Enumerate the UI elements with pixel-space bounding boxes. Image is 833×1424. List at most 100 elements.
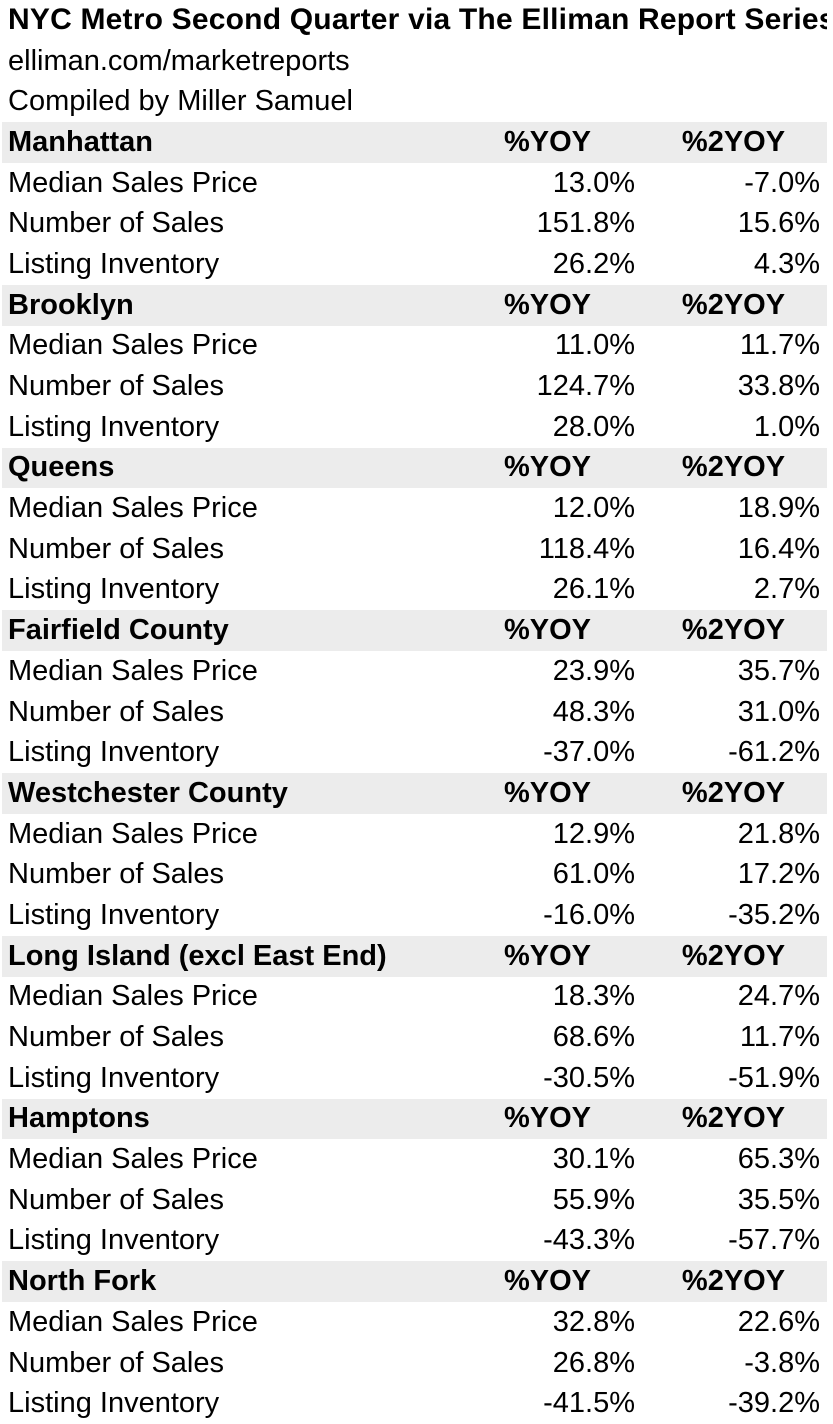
metric-label: Number of Sales bbox=[8, 695, 224, 728]
yoy-value: 12.0% bbox=[552, 492, 635, 525]
yoy2-column-header: %2YOY bbox=[681, 1102, 786, 1135]
yoy-value: 18.3% bbox=[552, 980, 635, 1013]
yoy2-column-header: %2YOY bbox=[681, 451, 786, 484]
yoy2-value: 33.8% bbox=[737, 370, 820, 403]
yoy-value: 48.3% bbox=[552, 695, 635, 728]
yoy2-column-header: %2YOY bbox=[681, 125, 786, 158]
yoy2-column-header: %2YOY bbox=[681, 288, 786, 321]
section-header-row-manhattan: Manhattan %YOY %2YOY bbox=[2, 122, 827, 163]
yoy2-value: -57.7% bbox=[728, 1224, 820, 1257]
yoy-column-header: %YOY bbox=[503, 451, 592, 484]
yoy2-value: 2.7% bbox=[753, 573, 820, 606]
metric-row: Listing Inventory -16.0% -35.2% bbox=[2, 895, 827, 936]
yoy-value: 26.8% bbox=[552, 1346, 635, 1379]
yoy-value: 12.9% bbox=[552, 817, 635, 850]
metric-label: Number of Sales bbox=[8, 1183, 224, 1216]
compiled-row: Compiled by Miller Samuel bbox=[2, 81, 827, 122]
metric-row: Number of Sales 61.0% 17.2% bbox=[2, 854, 827, 895]
yoy2-value: 11.7% bbox=[739, 1021, 820, 1054]
yoy-column-header: %YOY bbox=[503, 1265, 592, 1298]
metric-row: Number of Sales 48.3% 31.0% bbox=[2, 692, 827, 733]
region-name: Manhattan bbox=[8, 125, 153, 158]
yoy-value: 26.2% bbox=[552, 247, 635, 280]
yoy2-value: -7.0% bbox=[744, 166, 820, 199]
region-name: Hamptons bbox=[8, 1102, 150, 1135]
metric-label: Median Sales Price bbox=[8, 817, 258, 850]
yoy-value: 23.9% bbox=[552, 654, 635, 687]
metric-row: Listing Inventory -43.3% -57.7% bbox=[2, 1221, 827, 1262]
region-name: Fairfield County bbox=[8, 614, 229, 647]
metric-label: Listing Inventory bbox=[8, 736, 220, 769]
yoy2-value: 15.6% bbox=[737, 207, 820, 240]
metric-row: Median Sales Price 18.3% 24.7% bbox=[2, 977, 827, 1018]
metric-label: Number of Sales bbox=[8, 1346, 224, 1379]
yoy-value: 151.8% bbox=[536, 207, 635, 240]
yoy-column-header: %YOY bbox=[503, 1102, 592, 1135]
yoy-value: 68.6% bbox=[552, 1021, 635, 1054]
yoy2-column-header: %2YOY bbox=[681, 776, 786, 809]
yoy-value: -41.5% bbox=[543, 1387, 635, 1420]
title-row: NYC Metro Second Quarter via The Elliman… bbox=[2, 0, 827, 41]
yoy2-value: 11.7% bbox=[739, 329, 820, 362]
metric-label: Listing Inventory bbox=[8, 1387, 220, 1420]
yoy-value: -30.5% bbox=[543, 1061, 635, 1094]
yoy2-column-header: %2YOY bbox=[681, 1265, 786, 1298]
yoy2-value: -3.8% bbox=[744, 1346, 820, 1379]
metric-row: Listing Inventory -37.0% -61.2% bbox=[2, 732, 827, 773]
metric-label: Median Sales Price bbox=[8, 980, 258, 1013]
section-header-row-long-island-excl-east-end: Long Island (excl East End) %YOY %2YOY bbox=[2, 935, 827, 977]
section-header-row-hamptons: Hamptons %YOY %2YOY bbox=[2, 1098, 827, 1140]
metric-label: Number of Sales bbox=[8, 858, 224, 891]
yoy-value: 26.1% bbox=[552, 573, 635, 606]
yoy-value: 61.0% bbox=[552, 858, 635, 891]
metric-row: Listing Inventory 26.1% 2.7% bbox=[2, 570, 827, 611]
section-header-row-north-fork: North Fork %YOY %2YOY bbox=[2, 1261, 827, 1302]
metric-row: Listing Inventory 26.2% 4.3% bbox=[2, 244, 827, 285]
metric-label: Number of Sales bbox=[8, 1021, 224, 1054]
yoy2-value: 17.2% bbox=[737, 858, 820, 891]
yoy-value: -37.0% bbox=[543, 736, 635, 769]
yoy-value: 13.0% bbox=[552, 166, 635, 199]
compiled-by-credit: Compiled by Miller Samuel bbox=[8, 85, 353, 118]
metric-row: Listing Inventory 28.0% 1.0% bbox=[2, 407, 827, 448]
metric-row: Number of Sales 55.9% 35.5% bbox=[2, 1180, 827, 1221]
yoy-value: 118.4% bbox=[538, 532, 635, 565]
metric-row: Number of Sales 26.8% -3.8% bbox=[2, 1343, 827, 1384]
section-header-row-brooklyn: Brooklyn %YOY %2YOY bbox=[2, 284, 827, 326]
metric-row: Number of Sales 151.8% 15.6% bbox=[2, 203, 827, 244]
yoy-value: 124.7% bbox=[536, 370, 635, 403]
yoy-column-header: %YOY bbox=[503, 288, 592, 321]
metric-row: Median Sales Price 12.9% 21.8% bbox=[2, 814, 827, 855]
yoy2-value: 4.3% bbox=[753, 247, 820, 280]
metric-label: Median Sales Price bbox=[8, 492, 258, 525]
region-name: Long Island (excl East End) bbox=[8, 939, 387, 972]
yoy-value: 30.1% bbox=[552, 1143, 635, 1176]
metric-row: Listing Inventory -30.5% -51.9% bbox=[2, 1058, 827, 1099]
metric-label: Number of Sales bbox=[8, 207, 224, 240]
yoy2-value: -61.2% bbox=[728, 736, 820, 769]
yoy2-value: 24.7% bbox=[737, 980, 820, 1013]
yoy-column-header: %YOY bbox=[503, 125, 592, 158]
yoy-value: 55.9% bbox=[552, 1183, 635, 1216]
region-section-long-island-excl-east-end: Long Island (excl East End) %YOY %2YOY Medi… bbox=[0, 935, 833, 1099]
metric-label: Median Sales Price bbox=[8, 1305, 258, 1338]
region-section-fairfield-county: Fairfield County %YOY %2YOY Median Sales Pr… bbox=[0, 610, 833, 773]
metric-label: Listing Inventory bbox=[8, 1061, 220, 1094]
region-section-manhattan: Manhattan %YOY %2YOY Median Sales Price 13.0… bbox=[0, 122, 833, 285]
metric-row: Number of Sales 118.4% 16.4% bbox=[2, 529, 827, 570]
yoy2-value: 16.4% bbox=[737, 532, 820, 565]
section-header-row-westchester-county: Westchester County %YOY %2YOY bbox=[2, 773, 827, 814]
metric-row: Listing Inventory -41.5% -39.2% bbox=[2, 1383, 827, 1424]
metric-label: Listing Inventory bbox=[8, 1224, 220, 1257]
yoy-column-header: %YOY bbox=[503, 939, 592, 972]
metric-row: Median Sales Price 11.0% 11.7% bbox=[2, 326, 827, 367]
region-section-queens: Queens %YOY %2YOY Median Sales Price 12.0% 18… bbox=[0, 447, 833, 611]
region-section-westchester-county: Westchester County %YOY %2YOY Median Sales … bbox=[0, 773, 833, 936]
yoy2-value: 18.9% bbox=[737, 492, 820, 525]
metric-row: Number of Sales 124.7% 33.8% bbox=[2, 366, 827, 407]
yoy2-column-header: %2YOY bbox=[681, 939, 786, 972]
report-source-url: elliman.com/marketreports bbox=[8, 44, 350, 77]
yoy2-value: 31.0% bbox=[737, 695, 820, 728]
yoy-value: 28.0% bbox=[552, 410, 635, 443]
